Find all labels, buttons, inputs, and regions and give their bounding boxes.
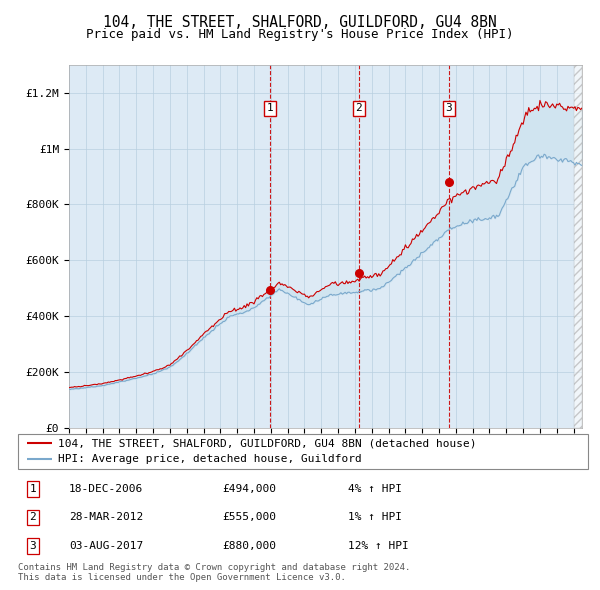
FancyBboxPatch shape <box>18 434 588 469</box>
Text: 2: 2 <box>356 103 362 113</box>
Text: Contains HM Land Registry data © Crown copyright and database right 2024.
This d: Contains HM Land Registry data © Crown c… <box>18 563 410 582</box>
Text: 3: 3 <box>445 103 452 113</box>
Text: £494,000: £494,000 <box>222 484 276 494</box>
Text: 2: 2 <box>29 513 37 522</box>
Text: 3: 3 <box>29 541 37 550</box>
Text: £555,000: £555,000 <box>222 513 276 522</box>
Polygon shape <box>574 65 582 428</box>
Text: 104, THE STREET, SHALFORD, GUILDFORD, GU4 8BN (detached house): 104, THE STREET, SHALFORD, GUILDFORD, GU… <box>58 438 476 448</box>
Text: 28-MAR-2012: 28-MAR-2012 <box>69 513 143 522</box>
Text: 4% ↑ HPI: 4% ↑ HPI <box>348 484 402 494</box>
Text: Price paid vs. HM Land Registry's House Price Index (HPI): Price paid vs. HM Land Registry's House … <box>86 28 514 41</box>
Text: 1: 1 <box>267 103 274 113</box>
Text: 12% ↑ HPI: 12% ↑ HPI <box>348 541 409 550</box>
Text: 104, THE STREET, SHALFORD, GUILDFORD, GU4 8BN: 104, THE STREET, SHALFORD, GUILDFORD, GU… <box>103 15 497 30</box>
Text: 1% ↑ HPI: 1% ↑ HPI <box>348 513 402 522</box>
Text: £880,000: £880,000 <box>222 541 276 550</box>
Text: 18-DEC-2006: 18-DEC-2006 <box>69 484 143 494</box>
Text: HPI: Average price, detached house, Guildford: HPI: Average price, detached house, Guil… <box>58 454 362 464</box>
Text: 03-AUG-2017: 03-AUG-2017 <box>69 541 143 550</box>
Text: 1: 1 <box>29 484 37 494</box>
